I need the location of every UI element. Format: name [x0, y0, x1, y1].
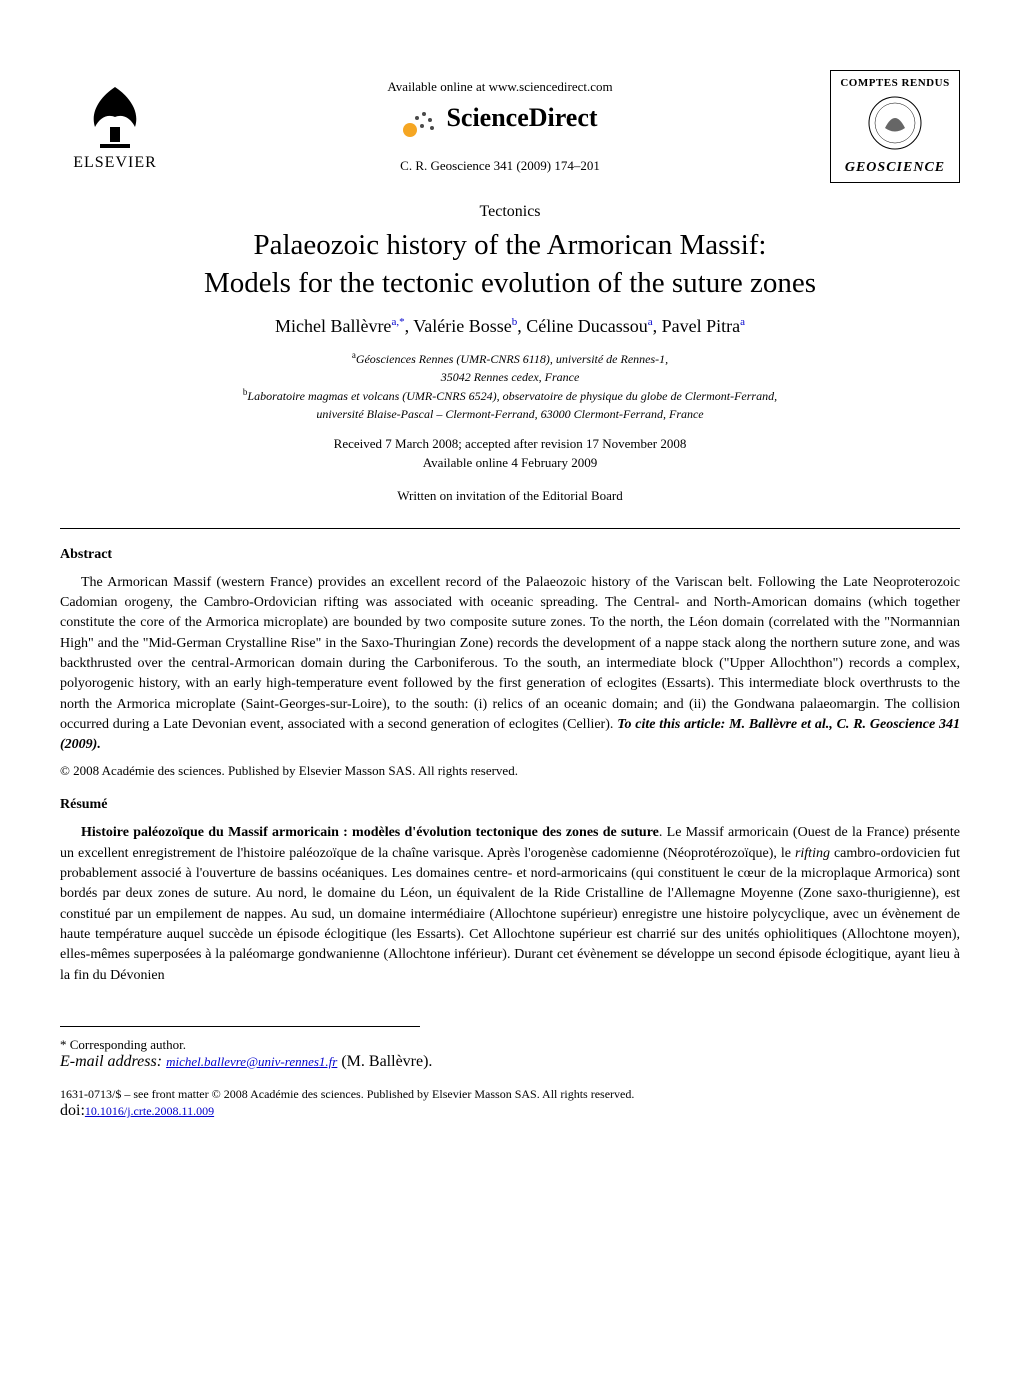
- publisher-logo: ELSEVIER: [60, 82, 170, 172]
- academie-crest-icon: [865, 93, 925, 153]
- affiliations: aGéosciences Rennes (UMR-CNRS 6118), uni…: [60, 349, 960, 423]
- resume-title: Histoire paléozoïque du Massif armoricai…: [81, 825, 659, 840]
- affil-b-1: Laboratoire magmas et volcans (UMR-CNRS …: [247, 389, 777, 403]
- email-link[interactable]: michel.ballevre@univ-rennes1.fr: [166, 1054, 337, 1069]
- abstract-body: The Armorican Massif (western France) pr…: [60, 573, 960, 756]
- elsevier-tree-icon: [80, 82, 150, 152]
- abstract-text: The Armorican Massif (western France) pr…: [60, 575, 960, 732]
- comptes-rendus-text: COMPTES RENDUS: [837, 77, 953, 89]
- affil-a-2: 35042 Rennes cedex, France: [441, 370, 580, 384]
- resume-heading: Résumé: [60, 797, 960, 813]
- author-2: Valérie Bosse: [413, 316, 511, 336]
- resume-body: Histoire paléozoïque du Massif armoricai…: [60, 823, 960, 985]
- author-4-sup: a: [740, 316, 745, 328]
- author-1: Michel Ballèvre: [275, 316, 391, 336]
- sciencedirect-icon: [402, 108, 442, 138]
- front-matter: 1631-0713/$ – see front matter © 2008 Ac…: [60, 1087, 960, 1102]
- author-4: Pavel Pitra: [662, 316, 741, 336]
- author-3: Céline Ducassou: [526, 316, 647, 336]
- affil-a-1: Géosciences Rennes (UMR-CNRS 6118), univ…: [356, 352, 668, 366]
- author-1-sup: a,*: [391, 316, 404, 328]
- article-dates: Received 7 March 2008; accepted after re…: [60, 435, 960, 471]
- sciencedirect-logo: ScienceDirect: [170, 103, 830, 137]
- journal-cover-box: COMPTES RENDUS GEOSCIENCE: [830, 70, 960, 183]
- paper-title: Palaeozoic history of the Armorican Mass…: [60, 227, 960, 302]
- abstract-copyright: © 2008 Académie des sciences. Published …: [60, 763, 960, 779]
- doi-prefix: doi:: [60, 1102, 85, 1119]
- available-online-text: Available online at www.sciencedirect.co…: [170, 79, 830, 95]
- affil-b-2: université Blaise-Pascal – Clermont-Ferr…: [316, 407, 703, 421]
- email-line: E-mail address: michel.ballevre@univ-ren…: [60, 1053, 960, 1071]
- divider-rule: [60, 528, 960, 529]
- title-line-1: Palaeozoic history of the Armorican Mass…: [253, 229, 766, 261]
- header-row: ELSEVIER Available online at www.science…: [60, 70, 960, 183]
- journal-reference: C. R. Geoscience 341 (2009) 174–201: [170, 158, 830, 174]
- geoscience-text: GEOSCIENCE: [837, 160, 953, 176]
- resume-text-2: cambro-ordovicien fut probablement assoc…: [60, 846, 960, 983]
- received-date: Received 7 March 2008; accepted after re…: [334, 436, 687, 451]
- doi-link[interactable]: 10.1016/j.crte.2008.11.009: [85, 1104, 214, 1118]
- footer-separator: [60, 1026, 420, 1027]
- rifting-italic: rifting: [795, 846, 830, 861]
- corresponding-author: * Corresponding author.: [60, 1037, 960, 1053]
- invitation-note: Written on invitation of the Editorial B…: [60, 488, 960, 504]
- author-2-sup: b: [512, 316, 518, 328]
- abstract-heading: Abstract: [60, 547, 960, 563]
- sciencedirect-text: ScienceDirect: [446, 103, 597, 132]
- title-line-2: Models for the tectonic evolution of the…: [204, 267, 816, 299]
- email-label: E-mail address:: [60, 1053, 166, 1070]
- email-suffix: (M. Ballèvre).: [337, 1053, 432, 1070]
- center-header: Available online at www.sciencedirect.co…: [170, 79, 830, 173]
- authors-line: Michel Ballèvrea,*, Valérie Bosseb, Céli…: [60, 316, 960, 337]
- publisher-name: ELSEVIER: [73, 154, 157, 172]
- author-3-sup: a: [648, 316, 653, 328]
- doi-line: doi:10.1016/j.crte.2008.11.009: [60, 1102, 960, 1120]
- section-label: Tectonics: [60, 203, 960, 221]
- available-date: Available online 4 February 2009: [423, 455, 598, 470]
